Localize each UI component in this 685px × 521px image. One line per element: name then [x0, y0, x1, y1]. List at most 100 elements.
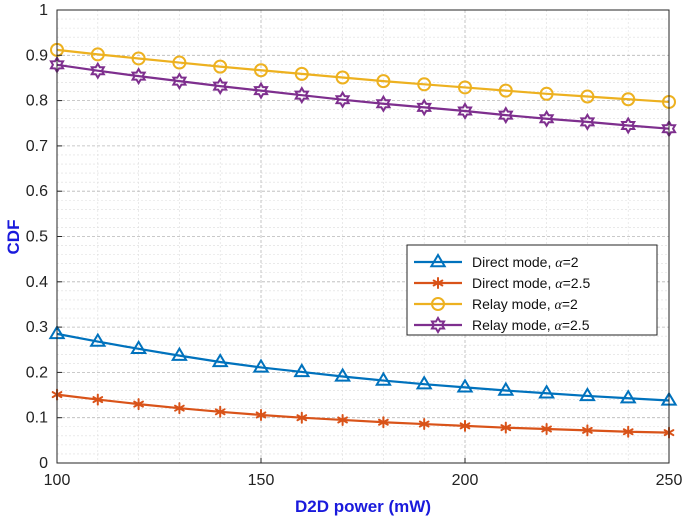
legend-item-1: Direct mode, α=2	[414, 253, 579, 271]
data-point	[212, 77, 228, 96]
y-tick-label: 0.4	[26, 274, 48, 291]
data-point	[335, 70, 350, 85]
data-point	[89, 332, 107, 347]
data-point	[255, 408, 267, 421]
data-point	[337, 413, 348, 426]
data-point	[539, 86, 554, 101]
asterisk-stroke	[337, 416, 348, 424]
data-point	[580, 89, 595, 104]
data-point	[90, 47, 105, 62]
data-point	[375, 94, 392, 113]
series-line	[56, 63, 670, 130]
asterisk-stroke	[133, 400, 144, 408]
data-point	[538, 109, 555, 128]
data-point	[254, 63, 268, 78]
data-point	[578, 386, 596, 402]
y-tick-label: 0.9	[26, 47, 48, 64]
asterisk-stroke	[214, 408, 226, 416]
data-point	[376, 74, 391, 89]
data-point	[170, 346, 188, 361]
data-point	[334, 90, 351, 109]
data-point	[538, 384, 556, 399]
data-point	[296, 411, 308, 424]
legend-label-alpha: α	[555, 256, 563, 271]
data-point	[252, 358, 270, 373]
legend-label-alpha: α	[555, 277, 563, 292]
legend-label: Direct mode, α=2.5	[472, 275, 590, 292]
data-point	[253, 81, 269, 100]
legend-marker	[432, 277, 444, 289]
data-point	[214, 405, 226, 418]
legend-item-3: Relay mode, α=2	[414, 296, 578, 313]
series-line	[56, 393, 670, 434]
data-point	[174, 402, 185, 415]
data-point	[90, 61, 106, 80]
data-point	[620, 116, 636, 135]
y-tick-label: 0.5	[26, 229, 48, 246]
y-tick-label: 1	[39, 2, 48, 19]
data-point	[130, 339, 148, 355]
data-point	[621, 92, 636, 107]
data-point	[456, 378, 474, 393]
data-point	[293, 362, 311, 378]
asterisk-stroke	[622, 428, 634, 436]
legend-marker	[431, 297, 445, 311]
data-point	[498, 106, 514, 125]
data-point	[582, 424, 593, 437]
data-point	[498, 83, 513, 98]
data-point	[619, 389, 637, 404]
asterisk-stroke	[174, 404, 185, 412]
data-point	[579, 112, 596, 131]
legend-marker	[430, 316, 446, 334]
data-point	[131, 51, 146, 66]
x-tick-label: 250	[656, 472, 683, 489]
data-point	[497, 381, 515, 396]
asterisk-stroke	[378, 418, 389, 426]
legend-label-alpha: α	[554, 319, 562, 334]
asterisk-stroke	[418, 420, 430, 428]
series-1	[48, 324, 678, 406]
data-point	[294, 86, 310, 105]
series-4	[49, 55, 677, 138]
data-point	[541, 423, 552, 436]
legend-label-prefix: Direct mode,	[472, 254, 555, 270]
legend-item-2: Direct mode, α=2.5	[414, 275, 590, 292]
legend-label-suffix: =2	[563, 254, 579, 270]
data-point	[457, 102, 473, 121]
series-3	[50, 42, 676, 109]
asterisk-stroke	[92, 396, 104, 404]
y-tick-label: 0.2	[26, 364, 48, 381]
y-tick-label: 0.3	[26, 319, 48, 336]
y-tick-label: 0.7	[26, 138, 48, 155]
data-point	[211, 353, 229, 368]
data-point	[171, 72, 188, 91]
y-tick-label: 0.8	[26, 93, 48, 110]
legend-label-prefix: Relay mode,	[472, 317, 554, 333]
legend-label-suffix: =2.5	[562, 317, 590, 333]
asterisk-stroke	[500, 424, 512, 432]
y-tick-label: 0	[39, 455, 48, 472]
data-point	[334, 367, 352, 382]
asterisk-stroke	[541, 425, 552, 433]
data-point	[458, 80, 472, 95]
legend-marker	[429, 253, 447, 268]
data-point	[213, 59, 228, 74]
x-tick-label: 150	[248, 472, 275, 489]
data-point	[459, 419, 471, 432]
data-point	[172, 55, 187, 70]
data-point	[294, 66, 309, 81]
y-tick-label: 0.1	[26, 410, 48, 427]
legend-item-4: Relay mode, α=2.5	[414, 316, 590, 334]
series-group	[48, 42, 678, 439]
asterisk-stroke	[296, 414, 308, 422]
tick-labels: 0 0.1 0.2 0.3 0.4 0.5 0.6 0.7 0.8 0.9 1 100 150 200 25…	[26, 2, 683, 489]
x-tick-label: 200	[452, 472, 479, 489]
data-point	[133, 398, 144, 411]
legend-label: Relay mode, α=2	[472, 296, 578, 313]
data-point	[415, 375, 433, 390]
series-line	[56, 332, 670, 402]
legend-label: Relay mode, α=2.5	[472, 317, 590, 334]
data-point	[416, 98, 432, 117]
data-point	[500, 421, 512, 434]
